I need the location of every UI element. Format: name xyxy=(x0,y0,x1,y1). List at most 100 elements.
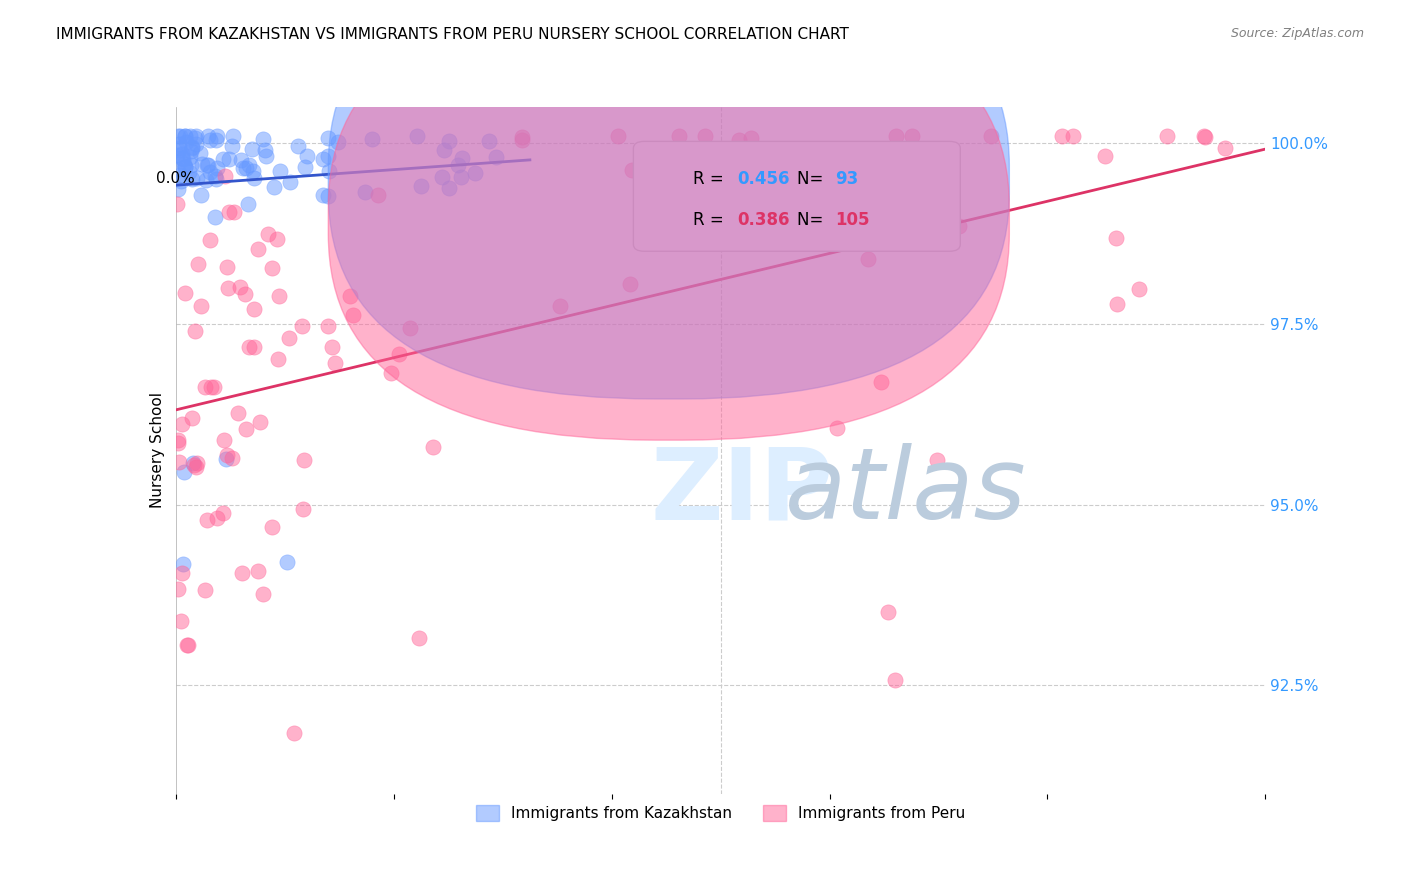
Point xyxy=(283,726,305,740)
Point xyxy=(200,164,222,178)
Point xyxy=(170,615,193,629)
Point xyxy=(430,169,453,184)
Point xyxy=(450,151,472,165)
Point xyxy=(205,128,228,143)
Point xyxy=(183,324,205,338)
Point xyxy=(437,134,460,148)
Point xyxy=(254,149,277,163)
Point xyxy=(190,146,212,161)
Point xyxy=(510,133,533,147)
Point xyxy=(166,162,188,177)
Point xyxy=(179,128,201,143)
Point xyxy=(323,356,346,370)
Point xyxy=(411,179,433,194)
Point xyxy=(229,153,252,168)
Point xyxy=(868,215,890,229)
Point xyxy=(728,133,751,147)
Point xyxy=(294,160,316,174)
Point xyxy=(269,164,291,178)
Point xyxy=(1156,128,1178,143)
Point xyxy=(204,210,226,224)
Point xyxy=(202,380,225,394)
Point xyxy=(709,194,731,208)
Point xyxy=(1213,141,1236,155)
Point xyxy=(172,558,194,572)
Point xyxy=(173,161,195,175)
Point xyxy=(422,440,444,454)
Point xyxy=(217,281,239,295)
Point xyxy=(186,456,208,470)
Point xyxy=(1105,297,1128,311)
Point xyxy=(321,340,343,354)
Text: 105: 105 xyxy=(835,211,869,229)
Point xyxy=(215,260,238,275)
Point xyxy=(485,150,508,164)
Point xyxy=(180,411,202,425)
Point xyxy=(941,217,963,231)
Point xyxy=(316,131,339,145)
Point xyxy=(267,352,290,367)
Point xyxy=(205,510,228,524)
Point xyxy=(619,277,641,291)
Point xyxy=(242,170,264,185)
Point xyxy=(195,158,218,172)
Point xyxy=(257,227,280,241)
Point xyxy=(360,132,382,146)
Point xyxy=(204,169,226,183)
Point xyxy=(177,165,200,179)
Y-axis label: Nursery School: Nursery School xyxy=(149,392,165,508)
Point xyxy=(180,158,202,172)
Text: 93: 93 xyxy=(835,170,858,188)
Point xyxy=(447,158,470,172)
Point xyxy=(252,131,274,145)
Point xyxy=(166,148,188,162)
Point xyxy=(1050,128,1073,143)
Point xyxy=(621,162,644,177)
Point xyxy=(204,133,226,147)
Point xyxy=(169,168,191,182)
Point xyxy=(710,194,733,209)
Text: R =: R = xyxy=(693,211,730,229)
Point xyxy=(186,459,208,474)
Point xyxy=(464,166,486,180)
Point xyxy=(246,564,269,578)
Point xyxy=(406,128,429,143)
Point xyxy=(269,289,291,303)
Point xyxy=(388,347,411,361)
Text: N=: N= xyxy=(797,170,828,188)
Point xyxy=(214,169,236,183)
Point xyxy=(437,181,460,195)
Point xyxy=(174,128,197,143)
Point xyxy=(236,197,259,211)
Point xyxy=(218,205,240,219)
Point xyxy=(1128,282,1150,296)
Point xyxy=(825,421,848,435)
Point xyxy=(194,173,217,187)
Point xyxy=(980,128,1002,143)
Point xyxy=(176,638,198,652)
Point xyxy=(927,453,949,467)
Point xyxy=(607,128,630,143)
Point xyxy=(884,128,907,143)
Point xyxy=(353,185,375,199)
Point xyxy=(326,135,349,149)
Point xyxy=(221,451,243,466)
Point xyxy=(215,451,238,466)
Point xyxy=(181,456,204,470)
Point xyxy=(278,175,301,189)
Text: 0.0%: 0.0% xyxy=(156,171,195,186)
Point xyxy=(172,566,194,580)
Point xyxy=(238,158,260,172)
Point xyxy=(870,376,893,390)
Text: 0.386: 0.386 xyxy=(737,211,789,229)
Point xyxy=(180,140,202,154)
Point xyxy=(238,340,260,354)
Point xyxy=(295,149,318,163)
Point xyxy=(222,128,245,143)
Point xyxy=(311,152,333,166)
Text: Source: ZipAtlas.com: Source: ZipAtlas.com xyxy=(1230,27,1364,40)
Point xyxy=(218,153,240,167)
Point xyxy=(212,433,235,447)
Text: 0.456: 0.456 xyxy=(737,170,789,188)
Point xyxy=(173,465,195,479)
